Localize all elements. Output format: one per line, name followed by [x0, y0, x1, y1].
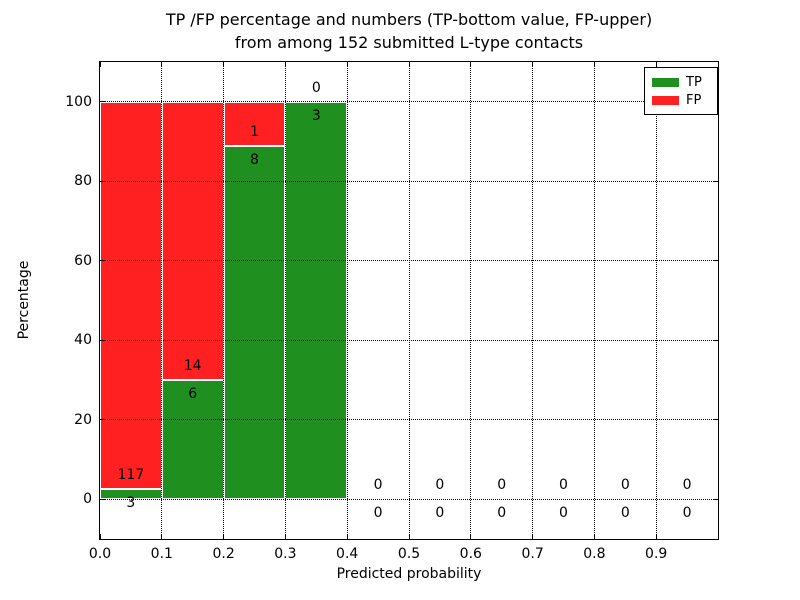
y-tickmark-right [713, 180, 718, 182]
fp-count-label-6: 0 [497, 477, 507, 494]
x-tickmark [593, 534, 595, 539]
y-tick-label: 60 [74, 252, 92, 269]
y-tickmark [100, 498, 105, 500]
x-tickmark [284, 534, 286, 539]
y-tick-label: 0 [83, 491, 92, 508]
tp-count-label-9: 0 [682, 505, 692, 522]
x-tickmark [161, 534, 163, 539]
y-tick-label: 40 [74, 332, 92, 349]
x-tickmark [717, 534, 719, 539]
y-tick-label: 100 [65, 93, 92, 110]
x-tick-label: 0.8 [583, 546, 606, 562]
x-tick-label: 0.7 [521, 546, 544, 562]
fp-count-label-7: 0 [559, 477, 568, 494]
fp-count-label-2: 1 [250, 123, 259, 140]
fp-count-label-8: 0 [620, 477, 630, 494]
x-tickmark [470, 534, 472, 539]
gridline-x-0.3 [284, 62, 286, 539]
x-tickmark-top [284, 62, 286, 67]
x-tickmark-top [161, 62, 163, 67]
x-tickmark [346, 534, 348, 539]
x-tick-label: 0.3 [274, 546, 297, 562]
gridline-x-0.9 [655, 62, 657, 539]
y-tickmark-right [713, 498, 718, 500]
legend-entry-tp: TP [652, 76, 717, 89]
x-tickmark [655, 534, 657, 539]
tp-count-label-5: 0 [435, 505, 445, 522]
y-tickmark [100, 101, 105, 103]
x-tickmark [223, 534, 225, 539]
y-tickmark [100, 180, 105, 182]
chart-title-line-1: TP /FP percentage and numbers (TP-bottom… [165, 10, 653, 29]
tp-count-label-4: 0 [373, 505, 383, 522]
tp-count-label-1: 6 [188, 385, 198, 402]
bar-fp-0 [100, 101, 162, 490]
gridline-x-0.5 [408, 62, 410, 539]
y-tick-label: 20 [74, 411, 92, 428]
x-tick-label: 0.6 [459, 546, 482, 562]
gridline-x-0.2 [223, 62, 225, 539]
gridline-x-0.4 [346, 62, 348, 539]
x-tickmark [532, 534, 534, 539]
x-tickmark [408, 534, 410, 539]
x-tickmark-top [532, 62, 534, 67]
tp-count-label-8: 0 [620, 505, 630, 522]
x-tick-label: 0.0 [88, 546, 112, 562]
x-tickmark-top [346, 62, 348, 67]
fp-count-label-9: 0 [682, 477, 692, 494]
x-tickmark-top [655, 62, 657, 67]
gridline-x-0.1 [161, 62, 163, 539]
tp-count-label-2: 8 [250, 151, 259, 168]
chart-title-line-2: from among 152 submitted L-type contacts [234, 33, 584, 52]
x-tick-label: 0.5 [397, 546, 421, 562]
tp-count-label-7: 0 [559, 505, 568, 522]
fp-count-label-0: 117 [117, 467, 145, 484]
x-tick-label: 0.4 [336, 546, 359, 562]
y-tickmark [100, 339, 105, 341]
gridline-x-0.8 [593, 62, 595, 539]
x-tick-label: 0.9 [645, 546, 668, 562]
x-tickmark-top [470, 62, 472, 67]
x-tickmark-top [717, 62, 719, 67]
bar-tp-3 [285, 101, 348, 500]
fp-count-label-3: 0 [311, 79, 321, 96]
gridline-x-0.6 [470, 62, 472, 539]
legend-swatch-fp-icon [652, 95, 679, 105]
x-axis-label: Predicted probability [336, 566, 482, 582]
gridline-x-0.7 [532, 62, 534, 539]
x-tickmark [99, 534, 101, 539]
x-tickmark-top [593, 62, 595, 67]
legend: TP FP [644, 67, 718, 115]
chart-title: TP /FP percentage and numbers (TP-bottom… [100, 8, 718, 54]
bar-fp-1 [161, 101, 224, 380]
fp-count-label-4: 0 [373, 477, 383, 494]
tp-count-label-3: 3 [311, 107, 321, 124]
x-tick-label: 0.2 [212, 546, 235, 562]
fp-count-label-5: 0 [435, 477, 445, 494]
tp-count-label-6: 0 [497, 505, 507, 522]
y-tickmark-right [713, 339, 718, 341]
x-tickmark-top [223, 62, 225, 67]
y-tick-label: 80 [74, 173, 92, 190]
y-tickmark-right [713, 260, 718, 262]
legend-label-fp: FP [686, 92, 702, 108]
y-axis-label: Percentage [16, 260, 32, 340]
y-tickmark-right [713, 419, 718, 421]
fp-count-label-1: 14 [183, 358, 202, 375]
tp-count-label-0: 3 [126, 495, 136, 512]
legend-swatch-tp-icon [652, 77, 679, 87]
y-tickmark [100, 419, 105, 421]
bar-tp-2 [223, 145, 286, 500]
x-tick-label: 0.1 [150, 546, 173, 562]
legend-label-tp: TP [686, 74, 702, 90]
legend-entry-fp: FP [652, 94, 717, 107]
y-tickmark [100, 260, 105, 262]
x-tickmark-top [408, 62, 410, 67]
x-tickmark-top [99, 62, 101, 67]
